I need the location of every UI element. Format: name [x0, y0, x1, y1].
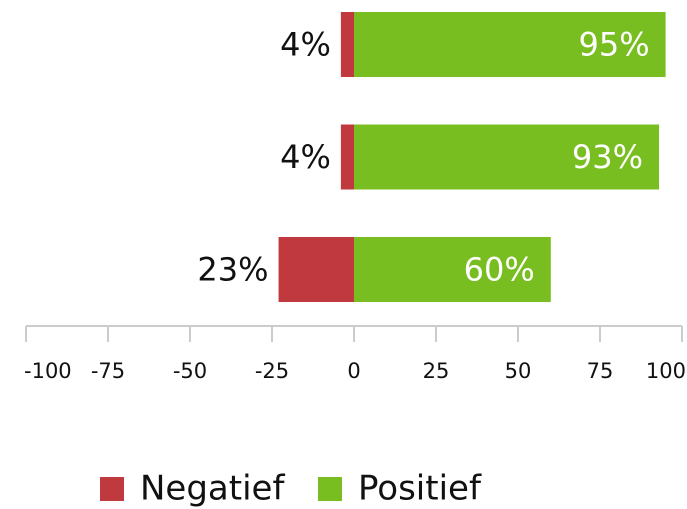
- value-label: 23%: [197, 251, 268, 289]
- x-tick-label: -50: [173, 359, 207, 383]
- value-label: 60%: [464, 251, 535, 289]
- x-tick-label: 0: [347, 359, 360, 383]
- x-tick-label: 75: [587, 359, 614, 383]
- legend-label: Positief: [358, 469, 482, 509]
- legend-label: Negatief: [140, 469, 285, 509]
- bar: [340, 12, 354, 77]
- value-label: 4%: [280, 138, 331, 176]
- bar: [340, 124, 354, 190]
- x-tick-label: 100: [646, 359, 686, 383]
- legend-swatch: [100, 477, 124, 501]
- x-tick-label: -100: [24, 359, 72, 383]
- bar: [354, 12, 666, 77]
- x-tick-label: 25: [423, 359, 450, 383]
- value-label: 93%: [572, 138, 643, 176]
- value-label: 95%: [578, 26, 649, 64]
- x-tick-label: -25: [255, 359, 289, 383]
- bar: [278, 237, 354, 302]
- x-tick-label: -75: [91, 359, 125, 383]
- x-tick-label: 50: [505, 359, 532, 383]
- bar: [354, 124, 660, 190]
- value-label: 4%: [280, 26, 331, 64]
- bar: [354, 237, 551, 302]
- legend-swatch: [318, 477, 342, 501]
